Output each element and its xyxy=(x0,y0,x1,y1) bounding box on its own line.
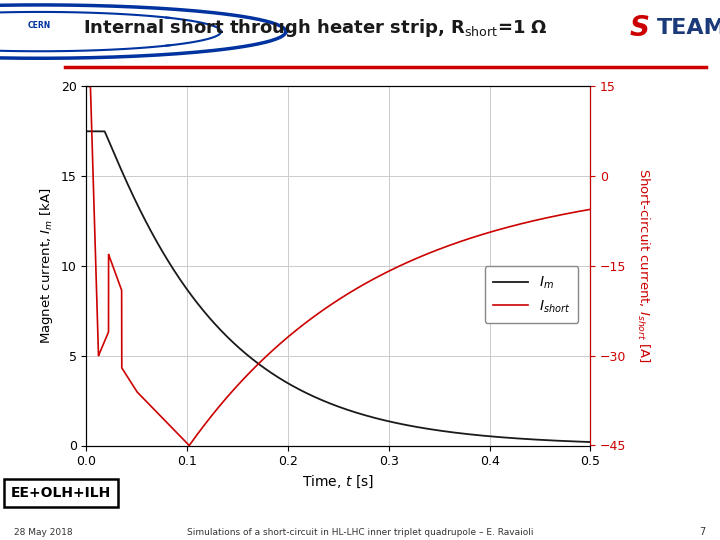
Text: Internal short through heater strip, R$_\mathrm{short}$=1 Ω: Internal short through heater strip, R$_… xyxy=(83,17,548,39)
Text: 28 May 2018: 28 May 2018 xyxy=(14,528,73,537)
Text: Simulations of a short-circuit in HL-LHC inner triplet quadrupole – E. Ravaioli: Simulations of a short-circuit in HL-LHC… xyxy=(186,528,534,537)
Text: 7: 7 xyxy=(699,527,706,537)
X-axis label: Time, $t$ [s]: Time, $t$ [s] xyxy=(302,474,374,490)
Text: EE+OLH+ILH: EE+OLH+ILH xyxy=(11,487,112,501)
Text: TEAM: TEAM xyxy=(657,18,720,38)
Legend: $I_m$, $I_{short}$: $I_m$, $I_{short}$ xyxy=(485,266,578,323)
Y-axis label: Short-circuit current, $I_{short}$ [A]: Short-circuit current, $I_{short}$ [A] xyxy=(635,168,652,363)
Y-axis label: Magnet current, $I_{m}$ [kA]: Magnet current, $I_{m}$ [kA] xyxy=(38,188,55,344)
Text: CERN: CERN xyxy=(28,22,51,30)
Text: S: S xyxy=(630,14,650,42)
